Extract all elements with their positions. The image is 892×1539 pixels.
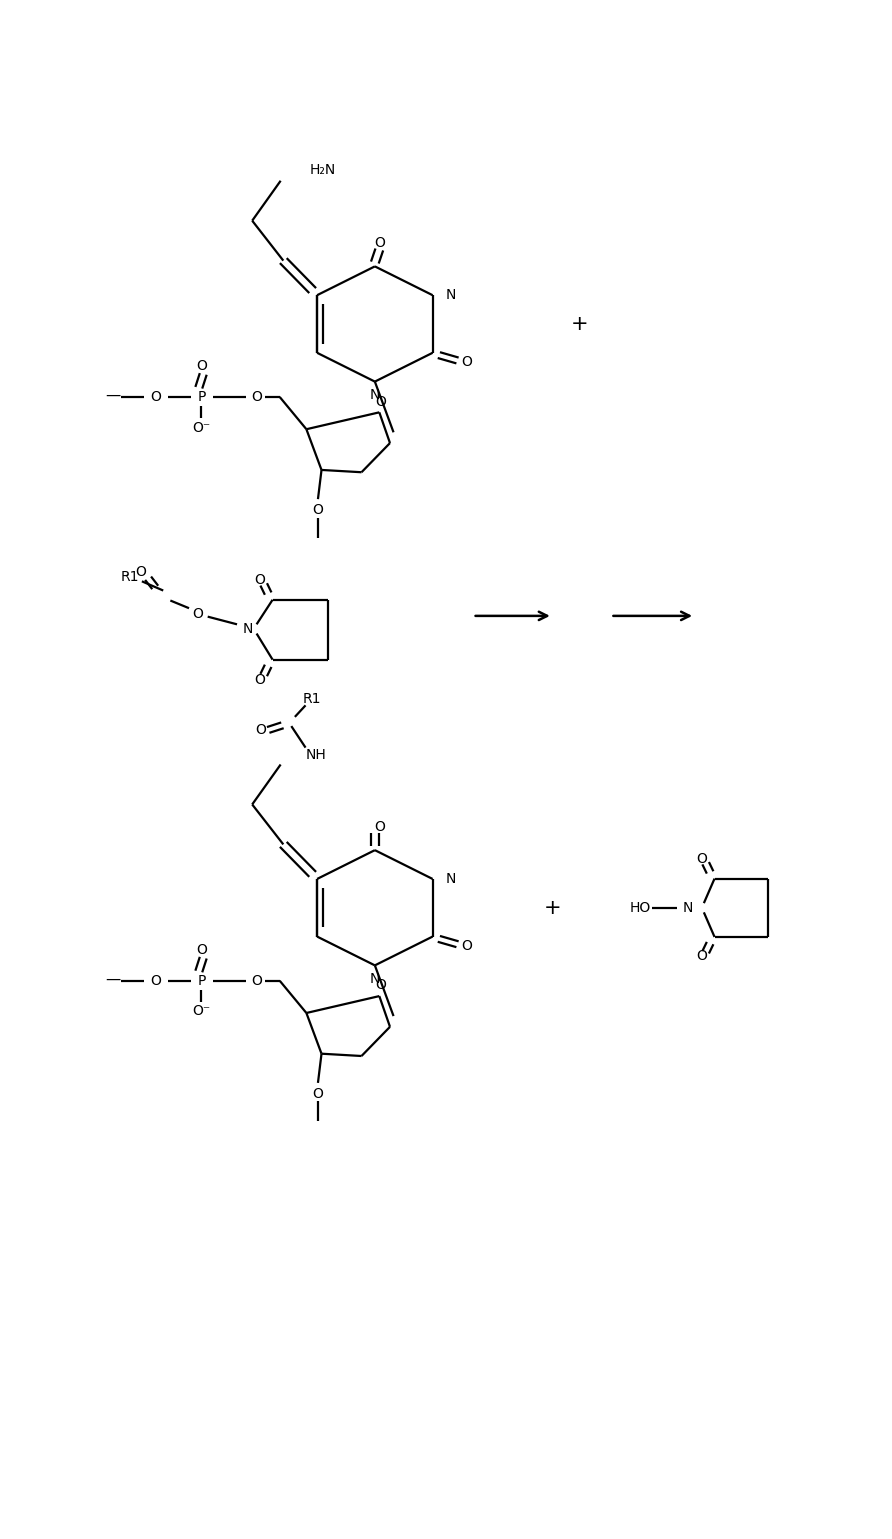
- Text: O: O: [193, 606, 203, 620]
- Text: O: O: [697, 950, 707, 963]
- Text: O: O: [252, 974, 262, 988]
- Text: N: N: [445, 873, 456, 886]
- Text: O⁻: O⁻: [193, 420, 211, 434]
- Text: O: O: [461, 939, 472, 953]
- Text: P: P: [197, 389, 206, 403]
- Text: O: O: [376, 979, 386, 993]
- Text: O: O: [697, 853, 707, 866]
- Text: O⁻: O⁻: [193, 1005, 211, 1019]
- Text: O: O: [150, 974, 161, 988]
- Text: —: —: [105, 388, 120, 403]
- Text: +: +: [544, 897, 562, 917]
- Text: —: —: [105, 971, 120, 986]
- Text: NH: NH: [306, 748, 326, 762]
- Text: N: N: [243, 622, 253, 636]
- Text: N: N: [369, 388, 380, 402]
- Text: P: P: [197, 974, 206, 988]
- Text: O: O: [255, 723, 266, 737]
- Text: H₂N: H₂N: [310, 163, 336, 177]
- Text: O: O: [196, 943, 207, 957]
- Text: O: O: [374, 820, 384, 834]
- Text: N: N: [369, 973, 380, 986]
- Text: O: O: [376, 394, 386, 408]
- Text: O: O: [150, 389, 161, 403]
- Text: R1: R1: [120, 571, 139, 585]
- Text: O: O: [461, 356, 472, 369]
- Text: O: O: [196, 359, 207, 374]
- Text: O: O: [255, 673, 266, 686]
- Text: O: O: [312, 503, 324, 517]
- Text: HO: HO: [629, 900, 650, 914]
- Text: O: O: [255, 573, 266, 586]
- Text: O: O: [374, 237, 384, 251]
- Text: O: O: [252, 389, 262, 403]
- Text: N: N: [682, 900, 693, 914]
- Text: N: N: [445, 288, 456, 302]
- Text: +: +: [571, 314, 588, 334]
- Text: O: O: [136, 565, 146, 579]
- Text: O: O: [312, 1087, 324, 1100]
- Text: R1: R1: [302, 693, 321, 706]
